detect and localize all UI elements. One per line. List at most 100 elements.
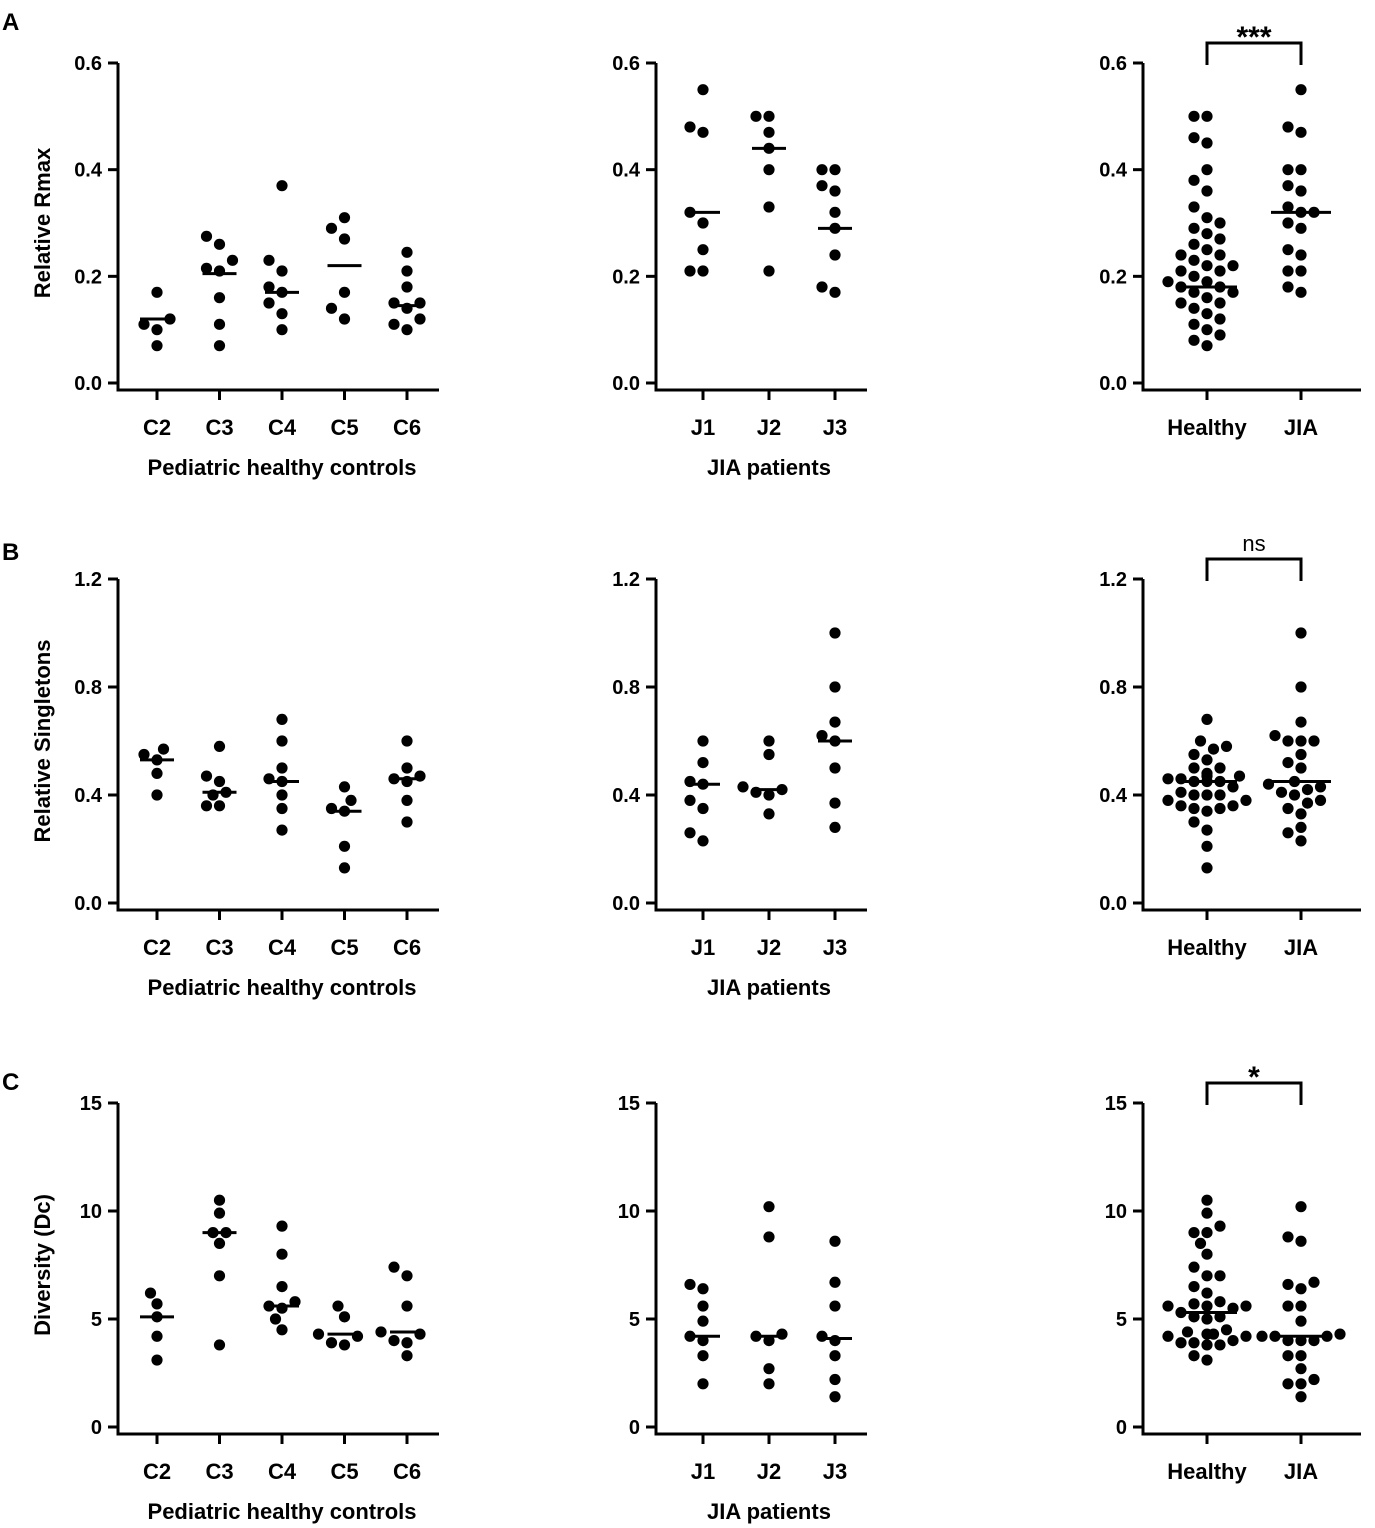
a2-y-tick-label: 0.4 [612, 160, 641, 182]
a3-y-tick-label: 0.6 [1099, 53, 1127, 75]
b2-point-j1 [684, 794, 696, 807]
c1-point-c5 [351, 1330, 364, 1342]
b2-y-tick-label: 1.2 [612, 569, 640, 591]
a3-point-healthy [1201, 212, 1213, 224]
b3-y-tick-label: 1.2 [1099, 569, 1127, 591]
b3-point-healthy [1214, 762, 1226, 774]
a1-point-c5 [338, 233, 351, 245]
c1-point-c6 [375, 1326, 387, 1338]
a2-x-tick-label: J1 [691, 415, 715, 440]
a2-point-j3 [829, 185, 841, 197]
b3-significance-label: ns [1242, 531, 1265, 556]
a3-point-healthy [1214, 329, 1226, 341]
c2-point-j3 [829, 1235, 841, 1247]
a3-point-healthy [1214, 297, 1226, 309]
a2-x-axis-title: JIA patients [707, 455, 831, 480]
b3-point-jia [1295, 748, 1307, 761]
a2-point-j1 [697, 84, 709, 96]
b2-point-j3 [829, 797, 841, 809]
b1-y-tick-label: 0.0 [74, 893, 102, 915]
b2-point-j2 [763, 735, 775, 747]
c3-point-healthy [1188, 1261, 1200, 1273]
a2-x-tick-label: J3 [823, 415, 847, 440]
a3-point-jia [1282, 180, 1294, 192]
b2-point-j2 [763, 789, 775, 801]
c1-point-c6 [401, 1300, 413, 1312]
b3-point-jia [1282, 757, 1294, 769]
b3-y-tick-label: 0.4 [1099, 785, 1128, 807]
b1-point-c5 [345, 794, 357, 807]
a3-point-healthy [1214, 313, 1226, 325]
c1-y-tick-label: 0 [91, 1417, 102, 1439]
a1-y-tick-label: 0.6 [74, 53, 102, 75]
c3-point-healthy [1188, 1311, 1200, 1323]
c1-point-c3 [213, 1207, 226, 1219]
b1-x-axis-title: Pediatric healthy controls [148, 975, 417, 1000]
c2-point-j3 [829, 1276, 841, 1288]
c1-point-c4 [276, 1324, 288, 1336]
b3-point-healthy [1188, 802, 1200, 815]
a1-point-c4 [276, 308, 288, 320]
b1-point-c4 [276, 735, 288, 747]
c1-point-c4 [269, 1313, 282, 1325]
b3-point-healthy [1207, 743, 1220, 755]
c2-point-j1 [697, 1315, 709, 1327]
b3-point-healthy [1227, 800, 1239, 812]
a3-point-healthy [1188, 222, 1200, 234]
a3-point-healthy [1188, 286, 1200, 298]
b1-x-tick-label: C4 [268, 935, 297, 960]
a3-point-healthy [1188, 201, 1200, 213]
a1-point-c5 [325, 302, 338, 314]
c3-y-tick-label: 10 [1105, 1201, 1127, 1223]
a3-point-healthy [1201, 164, 1213, 176]
a3-point-healthy [1188, 110, 1200, 122]
c3-point-jia [1295, 1201, 1307, 1213]
c1-x-tick-label: C5 [330, 1459, 358, 1484]
a3-point-healthy [1201, 292, 1213, 304]
c1-y-tick-label: 10 [80, 1201, 102, 1223]
a1-y-tick-label: 0.4 [74, 160, 103, 182]
c3-point-healthy [1188, 1298, 1200, 1310]
b3-point-jia [1314, 794, 1327, 807]
a1-point-c3 [213, 238, 226, 250]
b2-x-tick-label: J1 [691, 935, 715, 960]
b2-x-tick-label: J2 [757, 935, 781, 960]
c2-y-tick-label: 15 [618, 1093, 640, 1115]
c2-point-j3 [829, 1391, 841, 1403]
panel-label-c: C [2, 1069, 19, 1096]
a3-point-healthy [1201, 340, 1213, 352]
a1-point-c6 [414, 313, 426, 325]
a3-point-jia [1282, 281, 1294, 293]
a1-point-c6 [388, 318, 400, 330]
a2-point-j1 [697, 217, 709, 229]
a2-point-j2 [750, 110, 762, 122]
b3-point-jia [1269, 730, 1281, 742]
b3-point-jia [1282, 827, 1294, 839]
c3-point-jia [1295, 1350, 1307, 1362]
b3-point-jia [1295, 821, 1307, 834]
b3-y-tick-label: 0.8 [1099, 677, 1127, 699]
c3-y-tick-label: 0 [1116, 1417, 1127, 1439]
a2-point-j3 [816, 180, 828, 192]
a3-point-healthy [1227, 260, 1239, 272]
c1-point-c5 [338, 1311, 351, 1323]
b3-x-tick-label: JIA [1284, 935, 1318, 960]
b1-y-tick-label: 0.8 [74, 677, 102, 699]
a1-point-c4 [276, 324, 288, 336]
c2-x-tick-label: J3 [823, 1459, 847, 1484]
a1-point-c3 [213, 340, 226, 352]
b2-y-tick-label: 0.8 [612, 677, 640, 699]
b3-point-jia [1295, 627, 1307, 639]
c1-point-c4 [276, 1220, 288, 1232]
c2-point-j2 [763, 1335, 775, 1347]
c3-point-jia [1282, 1278, 1294, 1291]
c2-point-j1 [697, 1300, 709, 1312]
c1-point-c2 [151, 1330, 163, 1342]
b3-point-jia [1295, 835, 1307, 847]
a1-point-c3 [200, 262, 213, 274]
c3-x-tick-label: Healthy [1167, 1459, 1247, 1484]
c3-point-jia [1308, 1335, 1320, 1347]
c2-point-j3 [829, 1300, 841, 1312]
a3-point-healthy [1201, 110, 1213, 122]
b3-point-jia [1301, 797, 1314, 809]
